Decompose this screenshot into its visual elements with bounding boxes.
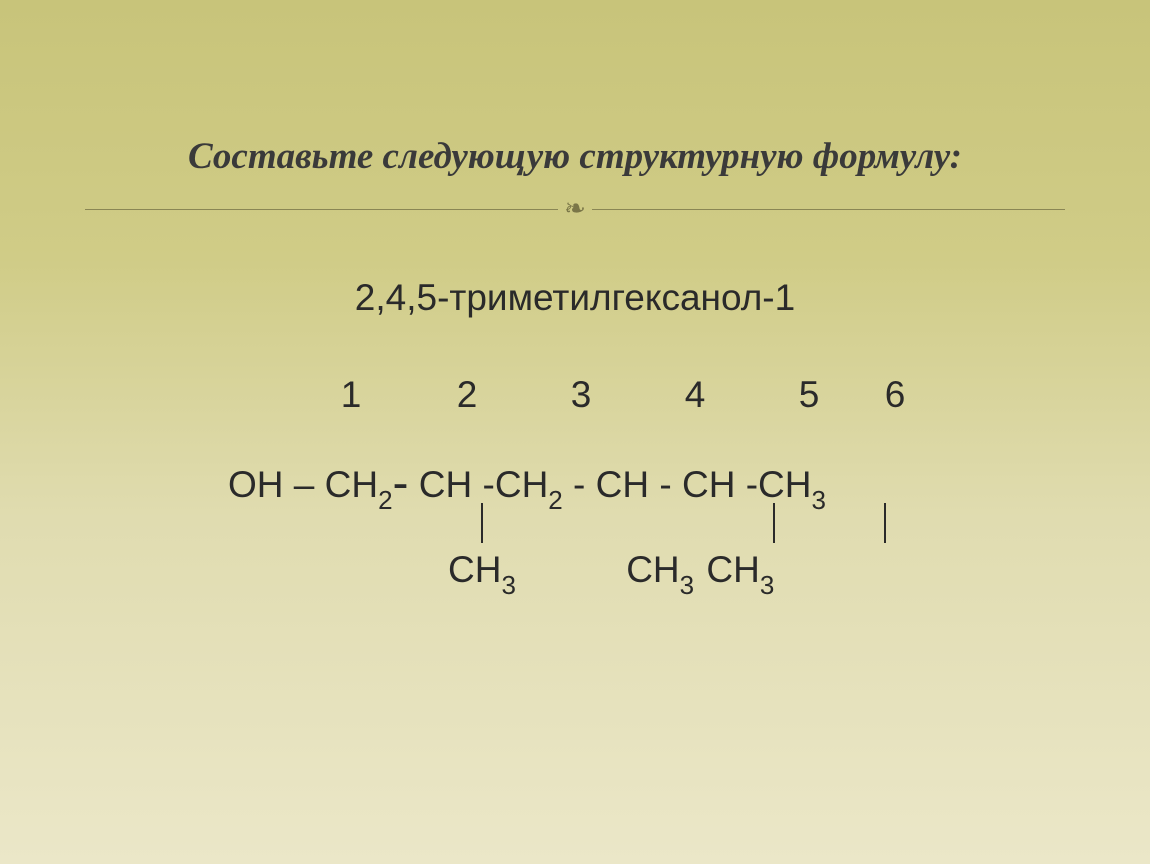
carbon-number-row: 1 2 3 4 5 6	[228, 374, 922, 416]
bond-line-1	[481, 503, 483, 543]
title-divider: ❧	[85, 196, 1065, 222]
chain-seg-1: CH -CH	[409, 464, 549, 505]
subst-3-text: CH	[706, 549, 759, 590]
divider-line-right	[592, 209, 1065, 210]
slide-container: Составьте следующую структурную формулу:…	[0, 0, 1150, 864]
carbon-label-1: 1	[324, 374, 378, 416]
chain-sub-1: 2	[548, 485, 562, 515]
divider-ornament: ❧	[558, 196, 592, 222]
bond-line-3	[884, 503, 886, 543]
chain-sub-0: 2	[378, 485, 392, 515]
substituent-row: CH3 CH3 CH3	[228, 549, 922, 597]
subst-2-sub: 3	[680, 570, 694, 600]
subst-1: CH3	[448, 549, 516, 590]
subst-2-text: CH	[626, 549, 679, 590]
carbon-label-5: 5	[782, 374, 836, 416]
chain-seg-0: OH – CH	[228, 464, 378, 505]
subst-2: CH3	[626, 549, 694, 590]
carbon-label-6: 6	[868, 374, 922, 416]
bond-line-2	[773, 503, 775, 543]
big-dash: -	[393, 457, 409, 510]
formula-block: 1 2 3 4 5 6 OH – CH2- CH -CH2 - CH - CH …	[228, 374, 922, 597]
carbon-label-4: 4	[668, 374, 722, 416]
slide-title: Составьте следующую структурную формулу:	[65, 135, 1085, 178]
subst-3-sub: 3	[760, 570, 774, 600]
compound-name: 2,4,5-триметилгексанол-1	[65, 277, 1085, 319]
subst-1-sub: 3	[501, 570, 515, 600]
divider-line-left	[85, 209, 558, 210]
subst-1-text: CH	[448, 549, 501, 590]
main-chain: OH – CH2- CH -CH2 - CH - CH -CH3	[228, 451, 922, 523]
chain-seg-2: - CH - CH -CH	[563, 464, 812, 505]
carbon-label-3: 3	[554, 374, 608, 416]
subst-3: CH3	[706, 549, 774, 590]
carbon-label-2: 2	[440, 374, 494, 416]
chain-sub-2: 3	[811, 485, 825, 515]
